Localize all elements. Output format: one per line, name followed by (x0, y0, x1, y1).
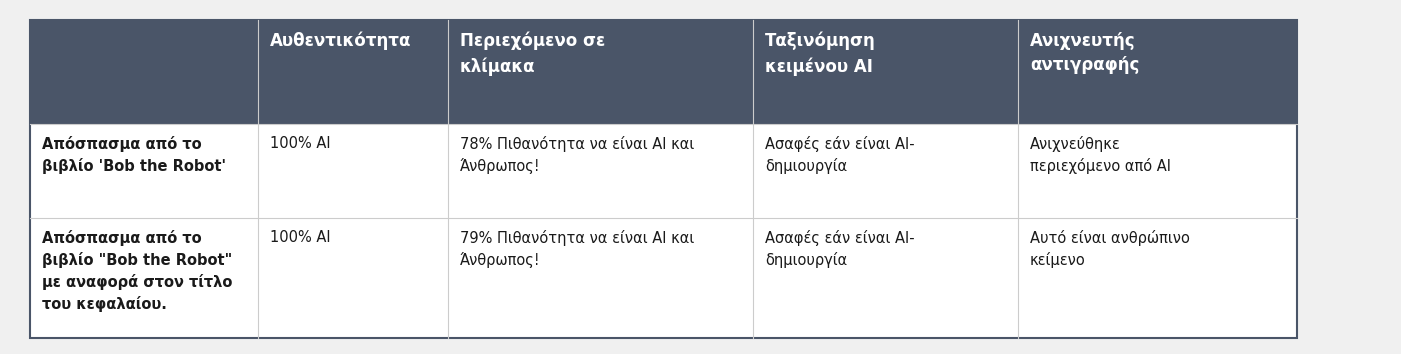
Bar (29, 20, 1297, 338)
Bar (752, 20, 1019, 124)
Text: Περιεχόμενο σε
κλίμακα: Περιεχόμενο σε κλίμακα (460, 32, 605, 75)
Text: Ταξινόμηση
κειμένου AI: Ταξινόμηση κειμένου AI (765, 32, 876, 75)
Text: Απόσπασμα από το
βιβλίο 'Bob the Robot': Απόσπασμα από το βιβλίο 'Bob the Robot' (42, 136, 226, 174)
Bar (1019, 124, 1297, 218)
Text: Ανιχνεύθηκε
περιεχόμενο από AI: Ανιχνεύθηκε περιεχόμενο από AI (1030, 136, 1171, 174)
Bar (1019, 20, 1297, 124)
Text: Ανιχνευτής
αντιγραφής: Ανιχνευτής αντιγραφής (1030, 32, 1139, 74)
Bar (258, 218, 448, 338)
Bar (448, 124, 752, 218)
Bar (29, 20, 258, 124)
Bar (752, 218, 1019, 338)
Bar (258, 20, 448, 124)
Bar (1019, 218, 1297, 338)
Text: 100% AI: 100% AI (270, 230, 331, 245)
Text: Απόσπασμα από το
βιβλίο "Bob the Robot"
με αναφορά στον τίτλο
του κεφαλαίου.: Απόσπασμα από το βιβλίο "Bob the Robot" … (42, 230, 233, 312)
Bar (448, 20, 752, 124)
Bar (448, 218, 752, 338)
Text: 78% Πιθανότητα να είναι AI και
Άνθρωπος!: 78% Πιθανότητα να είναι AI και Άνθρωπος! (460, 136, 695, 174)
Bar (752, 124, 1019, 218)
Bar (258, 124, 448, 218)
Text: 100% AI: 100% AI (270, 136, 331, 151)
Text: Αυτό είναι ανθρώπινο
κείμενο: Αυτό είναι ανθρώπινο κείμενο (1030, 230, 1189, 268)
Text: Ασαφές εάν είναι ΑΙ-
δημιουργία: Ασαφές εάν είναι ΑΙ- δημιουργία (765, 136, 915, 174)
Text: 79% Πιθανότητα να είναι AI και
Άνθρωπος!: 79% Πιθανότητα να είναι AI και Άνθρωπος! (460, 230, 695, 268)
Text: Ασαφές εάν είναι ΑΙ-
δημιουργία: Ασαφές εάν είναι ΑΙ- δημιουργία (765, 230, 915, 268)
Bar (29, 124, 258, 218)
Bar (29, 218, 258, 338)
Text: Αυθεντικότητα: Αυθεντικότητα (270, 32, 412, 51)
